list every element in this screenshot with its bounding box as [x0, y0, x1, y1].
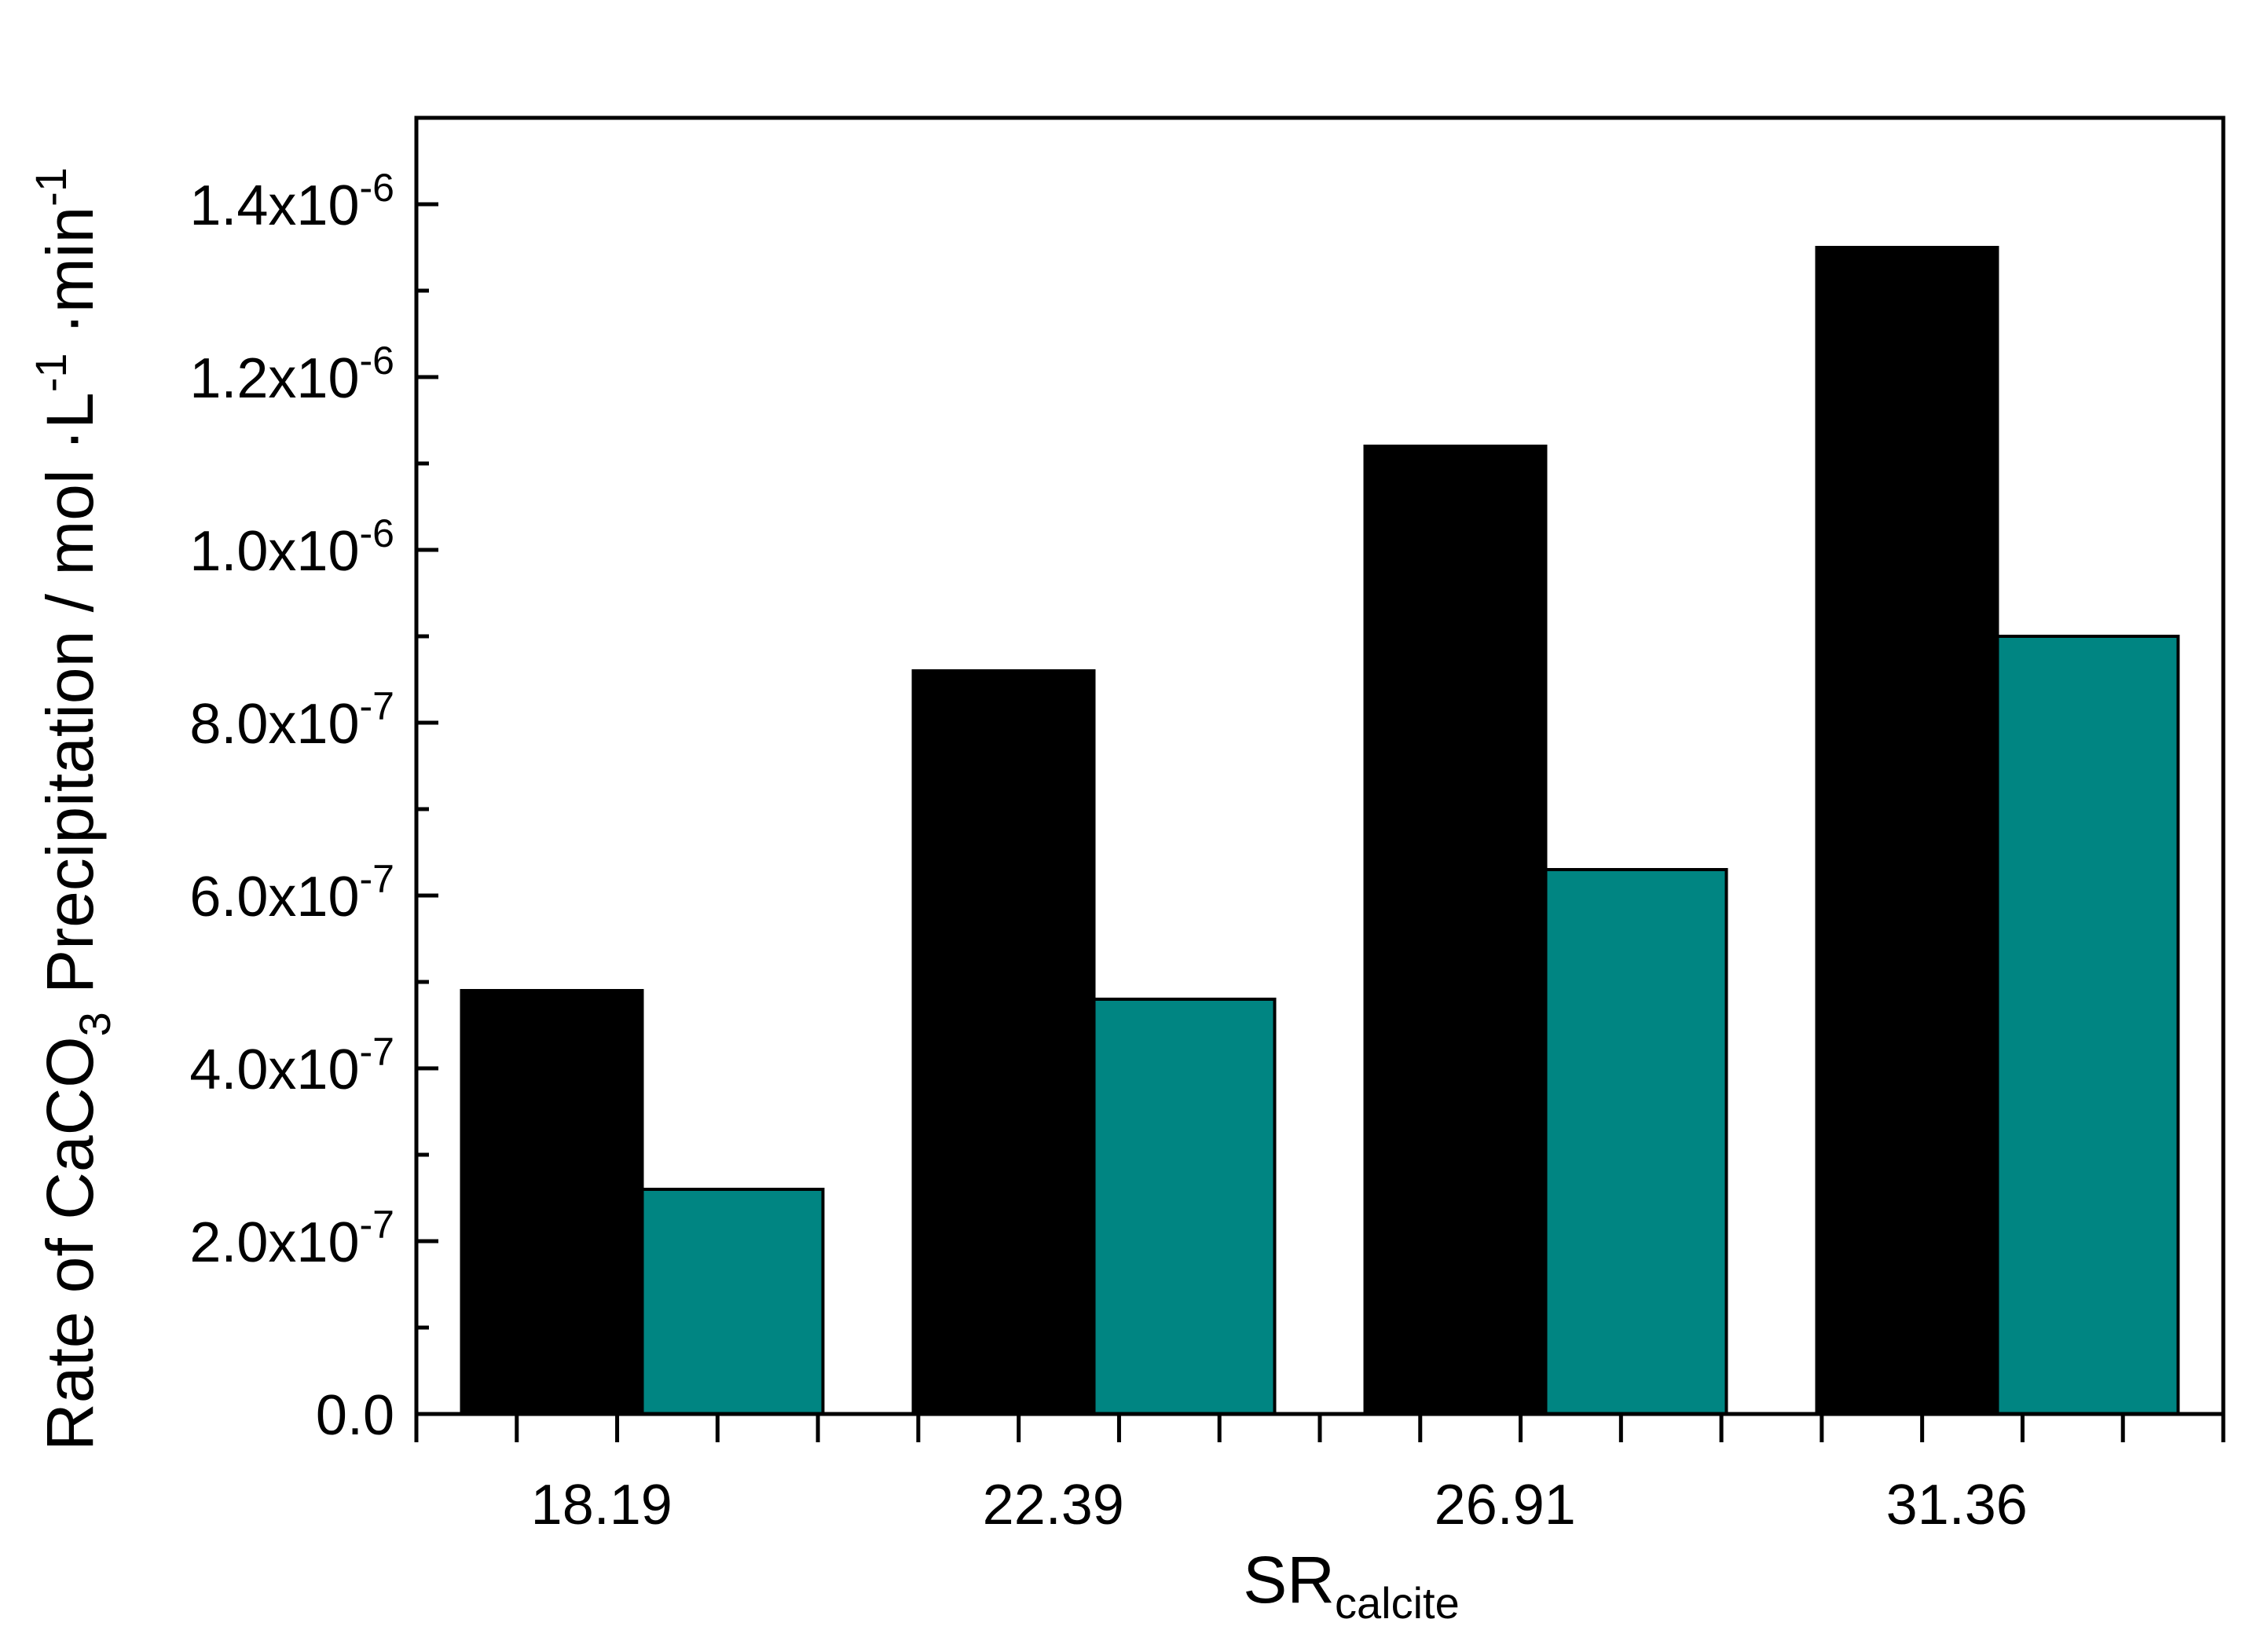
x-axis-title: SRcalcite — [1243, 1543, 1459, 1628]
x-tick-label: 26.91 — [1435, 1474, 1576, 1537]
y-tick-label: 1.0x10-6 — [189, 511, 394, 583]
y-tick-exponent: -6 — [360, 166, 394, 210]
y-tick-mantissa: 1.0x10 — [189, 520, 359, 583]
y-tick-label: 1.2x10-6 — [189, 339, 394, 410]
y-axis-title-exponent-2: -1 — [26, 167, 75, 207]
x-axis-title-subscript: calcite — [1335, 1578, 1460, 1628]
bar-series-2-18-19 — [640, 1188, 825, 1416]
y-tick-exponent: -6 — [360, 511, 394, 555]
y-tick-label: 8.0x10-7 — [189, 684, 394, 756]
bar-series-2-22-39 — [1092, 998, 1277, 1416]
y-tick-label: 4.0x10-7 — [189, 1030, 394, 1101]
y-tick-label: 2.0x10-7 — [189, 1203, 394, 1274]
y-axis-title-units-2: ·min — [33, 207, 107, 353]
plot-frame — [414, 115, 2226, 1416]
y-axis-title: Rate of CaCO3 Precipitation / mol ·L-1 ·… — [26, 167, 119, 1451]
y-tick-mantissa: 6.0x10 — [189, 866, 359, 929]
y-tick-mantissa: 1.2x10 — [189, 347, 359, 410]
bar-series-2-31-36 — [1995, 635, 2180, 1416]
y-tick-label: 6.0x10-7 — [189, 857, 394, 929]
y-axis-title-prefix: Rate of CaCO — [33, 1036, 107, 1451]
bar-series-1-22-39 — [911, 669, 1096, 1416]
y-tick-mantissa: 8.0x10 — [189, 693, 359, 756]
y-axis-title-exponent-1: -1 — [26, 353, 75, 392]
y-tick-mantissa: 1.4x10 — [189, 174, 359, 237]
bar-series-1-26-91 — [1363, 445, 1548, 1416]
y-tick-exponent: -6 — [360, 339, 394, 383]
y-tick-exponent: -7 — [360, 857, 394, 901]
y-tick-label: 0.0 — [316, 1384, 394, 1447]
bars-group — [460, 246, 2180, 1416]
x-tick-label: 31.36 — [1886, 1474, 2028, 1537]
y-tick-mantissa: 2.0x10 — [189, 1211, 359, 1274]
y-tick-mantissa: 4.0x10 — [189, 1038, 359, 1101]
bar-series-2-26-91 — [1544, 868, 1728, 1416]
y-tick-exponent: -7 — [360, 1203, 394, 1247]
y-tick-exponent: -7 — [360, 684, 394, 728]
bar-series-1-18-19 — [460, 989, 644, 1416]
y-tick-mantissa: 0.0 — [316, 1384, 394, 1447]
y-axis-title-units: Precipitation / mol ·L — [33, 392, 107, 1012]
bar-series-1-31-36 — [1815, 246, 1999, 1416]
x-axis: 18.19 22.39 26.91 31.36 — [414, 1414, 2226, 1537]
x-tick-label: 18.19 — [531, 1474, 672, 1537]
y-axis: 0.02.0x10-74.0x10-76.0x10-78.0x10-71.0x1… — [189, 115, 438, 1447]
x-axis-title-main: SR — [1243, 1543, 1335, 1617]
x-tick-label: 22.39 — [983, 1474, 1124, 1537]
y-tick-exponent: -7 — [360, 1030, 394, 1074]
y-axis-title-subscript: 3 — [70, 1012, 119, 1036]
y-tick-label: 1.4x10-6 — [189, 166, 394, 237]
